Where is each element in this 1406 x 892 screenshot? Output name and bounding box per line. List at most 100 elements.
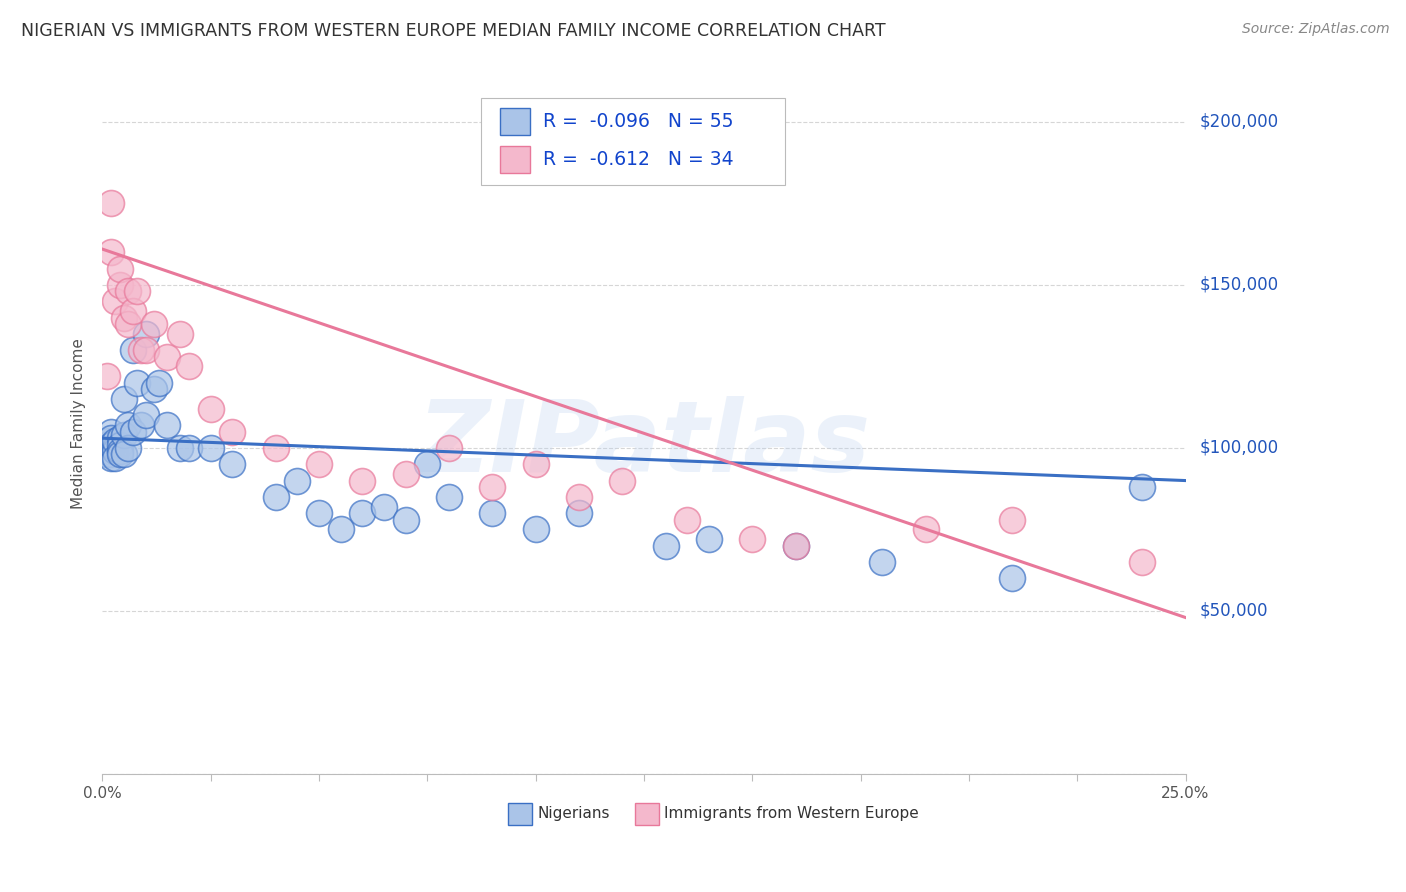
Text: R =  -0.612   N = 34: R = -0.612 N = 34 [543, 150, 734, 169]
Point [437, 441, 460, 455]
Point [117, 317, 139, 331]
Point [117, 441, 139, 455]
FancyBboxPatch shape [636, 804, 659, 824]
Point [121, 343, 143, 358]
Point [156, 418, 179, 433]
Point [394, 467, 416, 481]
Point [104, 444, 127, 458]
Point [108, 431, 131, 445]
Point [221, 457, 243, 471]
Point [352, 474, 374, 488]
Point [568, 490, 591, 504]
Point [117, 418, 139, 433]
Point [264, 441, 287, 455]
Point [104, 450, 127, 465]
Point [100, 441, 122, 455]
Point [100, 448, 122, 462]
Text: Immigrants from Western Europe: Immigrants from Western Europe [665, 806, 920, 822]
Point [96, 438, 118, 452]
Y-axis label: Median Family Income: Median Family Income [72, 338, 86, 509]
Point [108, 277, 131, 292]
Point [612, 474, 634, 488]
Text: $200,000: $200,000 [1199, 113, 1278, 131]
Text: Nigerians: Nigerians [537, 806, 610, 822]
Point [135, 343, 157, 358]
Point [117, 285, 139, 299]
Point [285, 474, 308, 488]
Text: NIGERIAN VS IMMIGRANTS FROM WESTERN EUROPE MEDIAN FAMILY INCOME CORRELATION CHAR: NIGERIAN VS IMMIGRANTS FROM WESTERN EURO… [21, 22, 886, 40]
FancyBboxPatch shape [481, 97, 785, 186]
Point [308, 457, 330, 471]
Point [1130, 555, 1153, 569]
Point [200, 441, 222, 455]
Point [129, 343, 152, 358]
Point [129, 418, 152, 433]
Point [177, 441, 200, 455]
Point [100, 245, 122, 260]
Point [437, 490, 460, 504]
Point [100, 425, 122, 439]
Point [481, 506, 503, 520]
Point [96, 448, 118, 462]
Point [524, 523, 547, 537]
Point [96, 434, 118, 449]
Point [135, 409, 157, 423]
Point [524, 457, 547, 471]
Point [104, 441, 127, 455]
FancyBboxPatch shape [499, 108, 530, 135]
Point [96, 369, 118, 384]
Point [121, 304, 143, 318]
Point [96, 441, 118, 455]
Point [112, 448, 135, 462]
Point [200, 401, 222, 416]
Text: R =  -0.096   N = 55: R = -0.096 N = 55 [543, 112, 734, 131]
Point [104, 434, 127, 449]
Point [169, 326, 191, 341]
Point [108, 448, 131, 462]
Point [676, 513, 699, 527]
FancyBboxPatch shape [509, 804, 533, 824]
Point [143, 382, 166, 396]
Point [177, 359, 200, 374]
Point [416, 457, 439, 471]
Text: $150,000: $150,000 [1199, 276, 1278, 294]
Text: Source: ZipAtlas.com: Source: ZipAtlas.com [1241, 22, 1389, 37]
Point [654, 539, 676, 553]
Point [481, 480, 503, 494]
Point [108, 438, 131, 452]
Point [108, 444, 131, 458]
FancyBboxPatch shape [499, 146, 530, 173]
Point [741, 533, 763, 547]
Point [308, 506, 330, 520]
Point [785, 539, 807, 553]
Point [148, 376, 170, 390]
Point [329, 523, 352, 537]
Point [1130, 480, 1153, 494]
Point [394, 513, 416, 527]
Point [100, 431, 122, 445]
Point [785, 539, 807, 553]
Point [169, 441, 191, 455]
Text: ZIPatlas: ZIPatlas [418, 396, 870, 493]
Point [221, 425, 243, 439]
Text: $50,000: $50,000 [1199, 602, 1268, 620]
Point [135, 326, 157, 341]
Point [870, 555, 893, 569]
Point [121, 425, 143, 439]
Point [1001, 571, 1024, 585]
Point [112, 428, 135, 442]
Point [112, 392, 135, 406]
Point [100, 438, 122, 452]
Point [108, 261, 131, 276]
Point [100, 450, 122, 465]
Point [914, 523, 936, 537]
Point [352, 506, 374, 520]
Point [156, 350, 179, 364]
Point [112, 310, 135, 325]
Point [100, 196, 122, 211]
Point [1001, 513, 1024, 527]
Text: $100,000: $100,000 [1199, 439, 1278, 457]
Point [125, 376, 148, 390]
Point [568, 506, 591, 520]
Point [373, 500, 395, 514]
